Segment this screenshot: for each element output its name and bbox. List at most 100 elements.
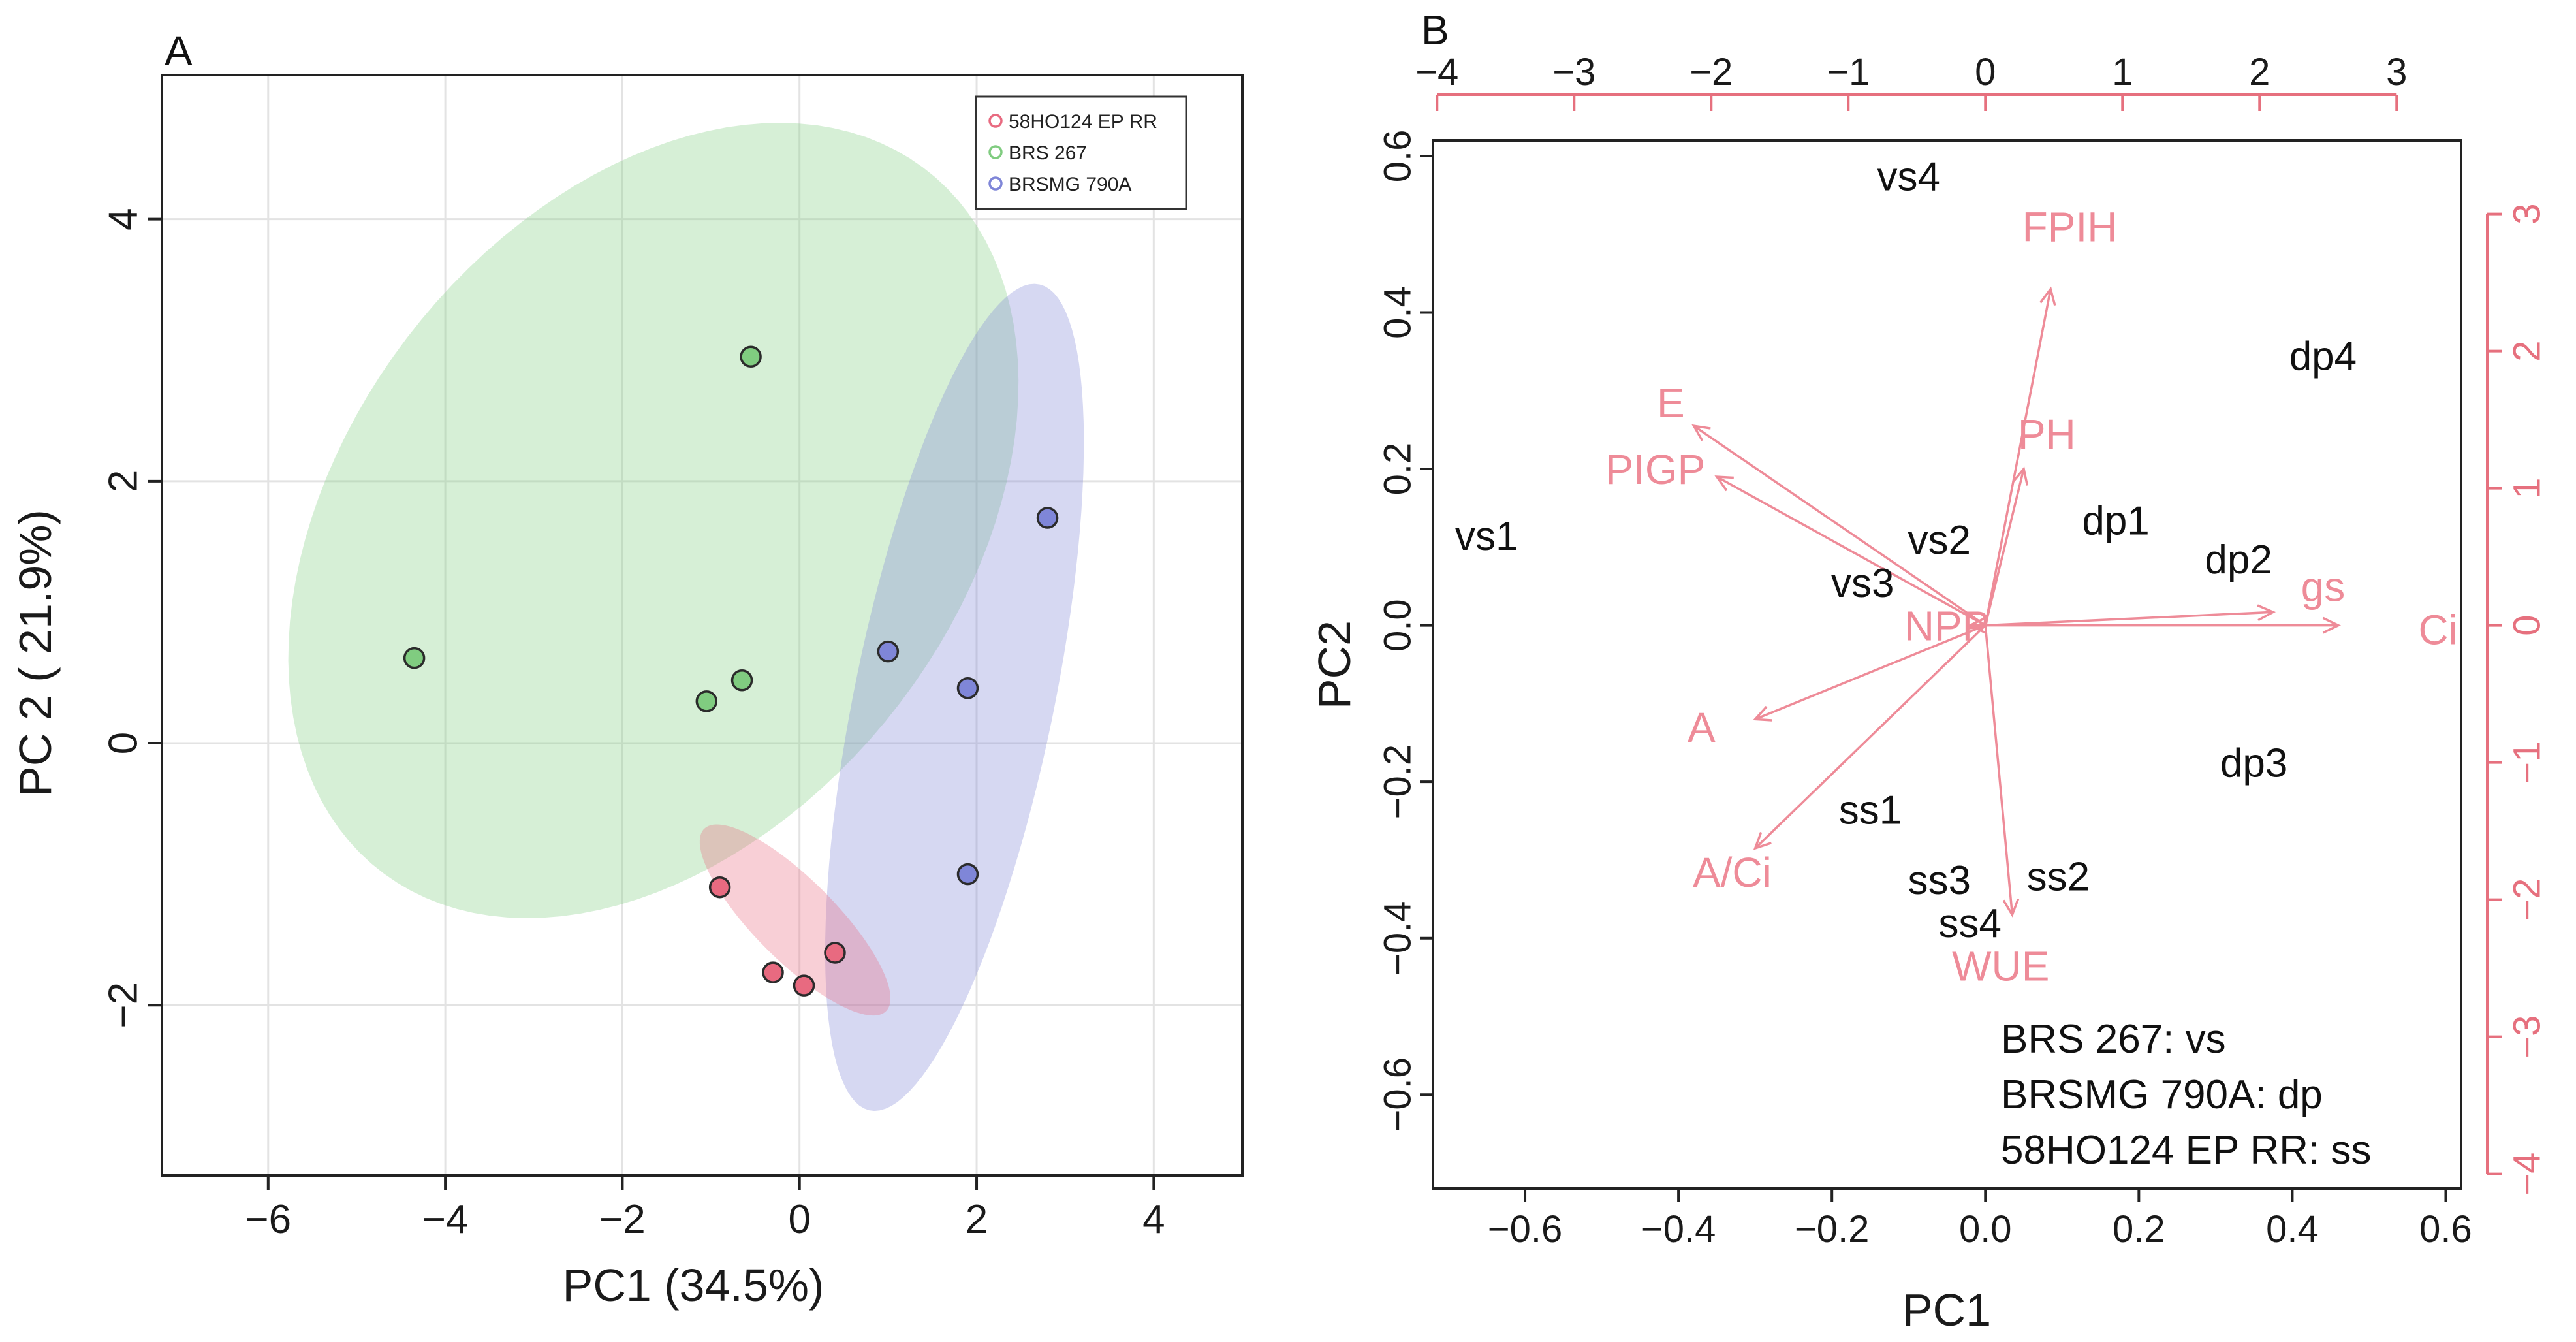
data-point (1036, 507, 1059, 529)
data-point (695, 690, 718, 712)
top-tick-label: −2 (1689, 51, 1733, 93)
data-point (740, 345, 762, 368)
data-point (877, 640, 900, 663)
data-point (403, 647, 426, 669)
confidence-ellipse (825, 283, 1084, 1111)
observation-label: vs4 (1877, 154, 1940, 199)
confidence-ellipse (288, 123, 1019, 918)
panel-b-frame (1432, 139, 2462, 1190)
arrow-head (2322, 616, 2341, 634)
variable-label: E (1657, 379, 1685, 426)
legend-entry: 58HO124 EP RR (1009, 111, 1157, 133)
observation-label: dp4 (2289, 334, 2357, 379)
observation-label: ss2 (2027, 854, 2090, 899)
data-point (730, 669, 753, 692)
top-tick-label: 3 (2386, 51, 2407, 93)
panel-b-ticks: −0.6 −0.4 −0.2 0.0 0.2 0.4 0.6 −0.6 −0.4 −0.2 0.0 0… (1376, 51, 2548, 1251)
legend-marker (988, 145, 1003, 159)
y-tick-label: 0.0 (1376, 599, 1419, 652)
observation-label: vs1 (1455, 514, 1518, 559)
x-tick-label: −2 (599, 1197, 646, 1242)
top-tick-label: −4 (1415, 51, 1458, 93)
panel-a-x-axis-title: PC1 (34.5%) (563, 1260, 825, 1311)
panel-b-loading-arrows (1691, 286, 2341, 918)
variable-label: FPIH (2022, 204, 2118, 251)
x-tick-label: 2 (966, 1197, 988, 1242)
y-tick-label: −0.2 (1376, 744, 1419, 820)
x-tick-label: 0.2 (2113, 1208, 2165, 1251)
data-point (793, 974, 815, 997)
panel-b-x-axis-title: PC1 (1902, 1285, 1991, 1335)
variable-label: gs (2301, 564, 2346, 611)
x-tick-label: 0 (788, 1197, 810, 1242)
x-tick-label: −0.4 (1641, 1208, 1716, 1251)
arrow-head (1752, 705, 1772, 722)
right-tick-label: 1 (2505, 477, 2548, 498)
variable-label: NPP (1904, 603, 1990, 650)
observation-label: vs3 (1831, 561, 1894, 606)
observation-label: dp1 (2082, 498, 2149, 543)
legend-marker (988, 176, 1003, 191)
top-tick-label: −3 (1552, 51, 1595, 93)
observation-label: dp2 (2205, 537, 2272, 583)
y-tick-label: 4 (101, 208, 146, 230)
variable-label: A (1688, 704, 1716, 751)
x-tick-label: 4 (1142, 1197, 1165, 1242)
arrow-head (2012, 466, 2029, 486)
loading-arrow (1693, 424, 1987, 627)
y-tick-label: 0.2 (1376, 443, 1419, 496)
arrow-head (1753, 831, 1772, 850)
x-tick-label: 0.4 (2266, 1208, 2319, 1251)
key-note: BRSMG 790A: dp (2001, 1072, 2323, 1117)
data-point (762, 961, 784, 983)
right-tick-label: −4 (2505, 1153, 2548, 1196)
panel-b-key-notes: BRS 267: vs BRSMG 790A: dp 58HO124 EP RR: … (2001, 1017, 2371, 1173)
loading-arrow (1984, 289, 2052, 626)
variable-label: PIGP (1605, 446, 1705, 493)
legend-marker (988, 114, 1003, 128)
y-tick-label: −0.4 (1376, 901, 1419, 976)
y-tick-label: 2 (101, 470, 146, 492)
right-tick-label: 2 (2505, 340, 2548, 361)
right-tick-label: −2 (2505, 878, 2548, 921)
key-note: 58HO124 EP RR: ss (2001, 1128, 2371, 1173)
panel-a-legend: 58HO124 EP RR BRS 267 BRSMG 790A (975, 95, 1187, 210)
observation-label: ss4 (1939, 901, 2002, 946)
arrow-head (2257, 604, 2276, 622)
legend-entry: BRS 267 (1009, 142, 1087, 164)
right-tick-label: 0 (2505, 615, 2548, 635)
variable-label: WUE (1952, 943, 2049, 990)
observation-label: dp3 (2220, 741, 2287, 786)
x-tick-label: −0.6 (1488, 1208, 1563, 1251)
panel-a-label: A (165, 27, 193, 74)
legend-entry: BRSMG 790A (1009, 174, 1131, 195)
data-point (708, 876, 731, 899)
x-tick-label: −0.2 (1795, 1208, 1870, 1251)
y-tick-label: 0.6 (1376, 130, 1419, 183)
variable-label: A/Ci (1693, 849, 1772, 896)
data-point (956, 863, 979, 886)
observation-label: ss3 (1908, 858, 1971, 903)
arrow-head (1691, 424, 1711, 441)
panel-a-points (403, 345, 1059, 997)
y-tick-label: 0.4 (1376, 286, 1419, 339)
right-tick-label: −1 (2505, 741, 2548, 784)
variable-label: Ci (2419, 606, 2458, 653)
panel-a-y-axis-title: PC 2 ( 21.9%) (10, 509, 61, 797)
right-tick-label: −3 (2505, 1015, 2548, 1059)
panel-b-variable-labels: FPIH E PIGP PH gs Ci NPP A A/Ci WUE (1605, 204, 2458, 990)
observation-label: ss1 (1839, 788, 1902, 833)
y-tick-label: 0 (101, 732, 146, 754)
loading-arrow (1754, 624, 1986, 720)
panel-a-ellipses (288, 123, 1084, 1111)
loading-arrow (1984, 468, 2025, 626)
y-tick-label: −0.6 (1376, 1057, 1419, 1132)
panel-a-grid (162, 75, 1242, 1175)
y-tick-label: −2 (101, 982, 146, 1029)
x-tick-label: −4 (422, 1197, 469, 1242)
loading-arrow (1984, 625, 2014, 915)
right-tick-label: 3 (2505, 203, 2548, 224)
